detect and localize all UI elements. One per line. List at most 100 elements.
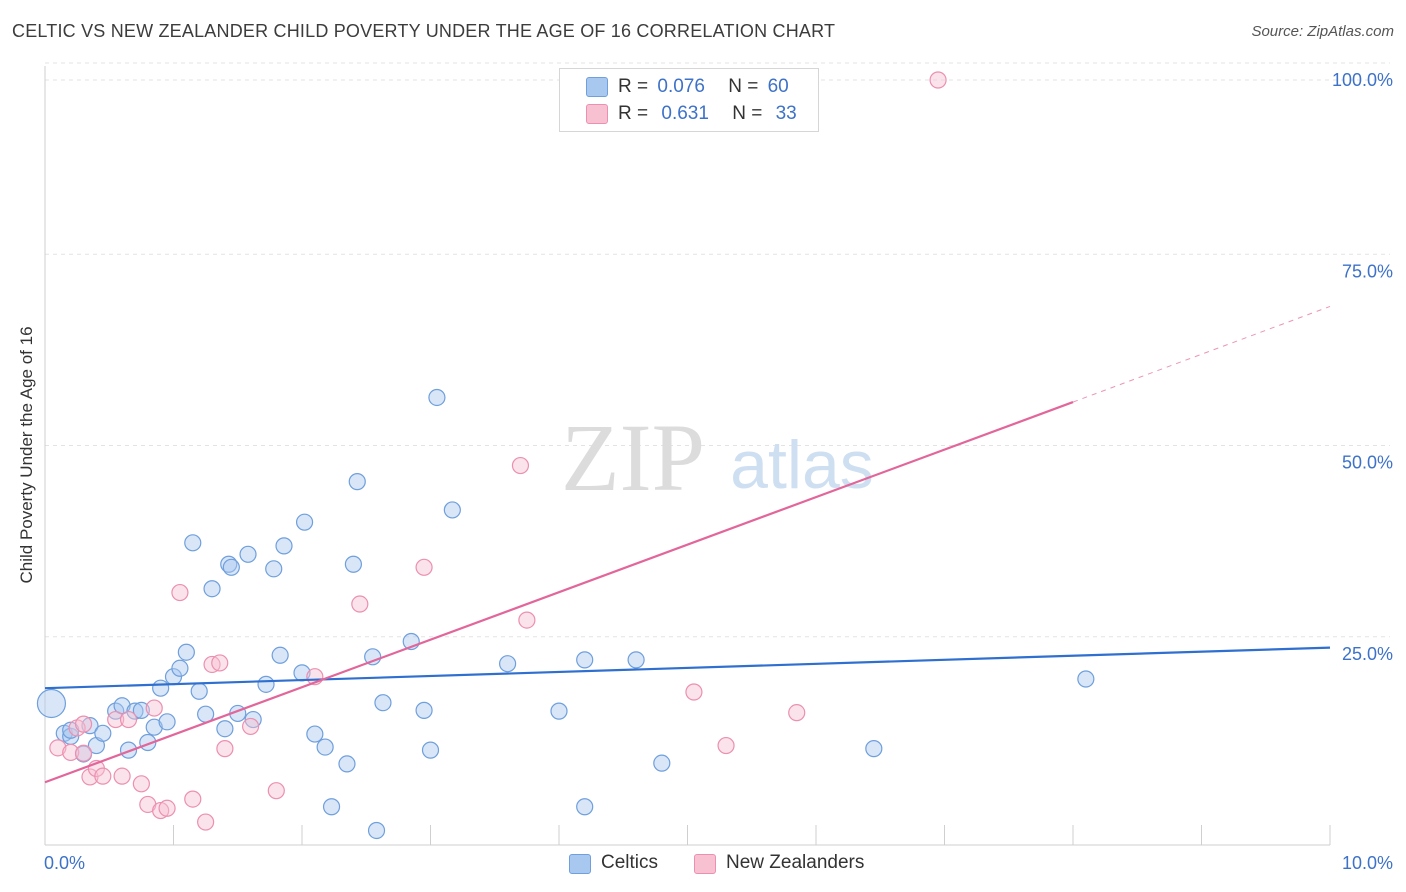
celtics-point [316, 738, 334, 756]
legend-swatch-celtics [586, 77, 608, 97]
celtics-point [132, 701, 150, 719]
y-tick-label: 25.0% [1342, 644, 1393, 664]
tick-labels: 25.0% 50.0% 75.0% 100.0% 0.0% 10.0% [44, 70, 1393, 873]
x-tick-label: 10.0% [1342, 853, 1393, 873]
celtics-point [322, 798, 341, 816]
celtics-point [145, 718, 163, 736]
celtics-point [220, 555, 238, 573]
legend-n-value-new-zealanders: 33 [775, 103, 797, 124]
celtics-point [36, 688, 67, 719]
new-zealanders-point [788, 704, 806, 722]
new-zealanders-point [145, 699, 163, 717]
celtics-point [171, 659, 189, 677]
new-zealanders-point [62, 743, 80, 762]
new-zealanders-point [717, 736, 735, 755]
legend-r-value-celtics: 0.076 [657, 76, 705, 97]
celtics-point [865, 740, 883, 758]
celtics-point [216, 720, 234, 738]
stats-legend: R = 0.076 N = 60 R = 0.631 N = 33 [559, 68, 819, 132]
bottom-legend-swatch-celtics [569, 854, 591, 874]
celtics-point [348, 473, 366, 491]
celtics-point [81, 717, 99, 735]
celtics-point [265, 560, 283, 578]
celtics-point [152, 679, 170, 697]
new-zealanders-points [49, 71, 947, 831]
celtics-point [119, 741, 138, 759]
celtics-point [443, 501, 461, 519]
new-zealanders-point [216, 740, 234, 758]
new-zealanders-point [119, 710, 138, 729]
chart-title: CELTIC VS NEW ZEALANDER CHILD POVERTY UN… [12, 21, 836, 41]
y-tick-label: 100.0% [1332, 70, 1393, 90]
celtics-point [499, 655, 517, 673]
celtics-point [271, 646, 289, 664]
y-tick-label: 50.0% [1342, 453, 1393, 473]
celtics-point [428, 388, 446, 407]
new-zealanders-point [74, 715, 93, 733]
celtics-point [222, 558, 240, 576]
new-zealanders-point [197, 813, 215, 831]
source-label: Source: ZipAtlas.com [1251, 23, 1394, 40]
axes [44, 66, 1331, 846]
legend-r-label: R = [618, 76, 649, 97]
new-zealanders-point [49, 739, 67, 757]
celtics-point [177, 643, 195, 661]
celtics-point [344, 555, 362, 573]
celtics-point [576, 651, 594, 669]
celtics-point [415, 701, 433, 719]
celtics-point [367, 821, 386, 840]
celtics-point [113, 697, 131, 715]
celtics-point [364, 648, 382, 666]
x-tick-label: 0.0% [44, 853, 85, 873]
celtics-point [576, 798, 594, 816]
new-zealanders-point [242, 717, 260, 736]
celtics-point [94, 724, 112, 742]
celtics-trend-line [44, 646, 1331, 690]
new-zealanders-point [184, 790, 202, 808]
legend-n-label: N = [732, 103, 763, 124]
new-zealanders-point [74, 744, 93, 762]
celtics-point [338, 755, 356, 773]
legend-swatch-new-zealanders [586, 104, 608, 124]
celtics-point [239, 545, 257, 563]
new-zealanders-point [132, 775, 150, 793]
celtics-point [653, 754, 671, 772]
celtics-point [421, 741, 440, 759]
bottom-legend-label-celtics: Celtics [601, 852, 659, 873]
new-zealanders-point [171, 583, 189, 602]
legend-r-label: R = [618, 103, 649, 124]
celtics-point [184, 534, 202, 552]
new-zealanders-trend-line [44, 401, 1074, 784]
watermark-atlas: atlas [730, 427, 874, 503]
celtics-point [257, 675, 275, 693]
new-zealanders-point [158, 799, 176, 817]
legend-n-label: N = [728, 76, 759, 97]
new-zealanders-point [107, 710, 125, 729]
new-zealanders-point [415, 558, 433, 576]
new-zealanders-point [518, 611, 536, 629]
celtics-point [203, 580, 221, 598]
celtics-point [306, 725, 324, 743]
new-zealanders-point [113, 767, 131, 785]
y-tick-label: 75.0% [1342, 261, 1393, 281]
celtics-point [295, 513, 314, 531]
new-zealanders-point [351, 595, 369, 613]
new-zealanders-point [929, 71, 947, 89]
celtics-point [275, 537, 293, 555]
watermark-zip: ZIP [561, 404, 705, 511]
new-zealanders-point [267, 782, 285, 800]
celtics-point [190, 682, 208, 700]
new-zealanders-point [685, 683, 703, 701]
celtics-point [244, 710, 262, 729]
celtics-point [374, 694, 392, 712]
celtics-point [550, 702, 568, 720]
new-zealanders-point [211, 654, 229, 672]
watermark: ZIP atlas [561, 404, 874, 511]
legend-n-value-celtics: 60 [767, 76, 789, 97]
celtics-point [158, 713, 176, 731]
legend-r-value-new-zealanders: 0.631 [661, 103, 709, 124]
bottom-legend-swatch-new-zealanders [694, 854, 716, 874]
new-zealanders-point [94, 767, 112, 785]
new-zealanders-trend-extension [1072, 305, 1331, 403]
